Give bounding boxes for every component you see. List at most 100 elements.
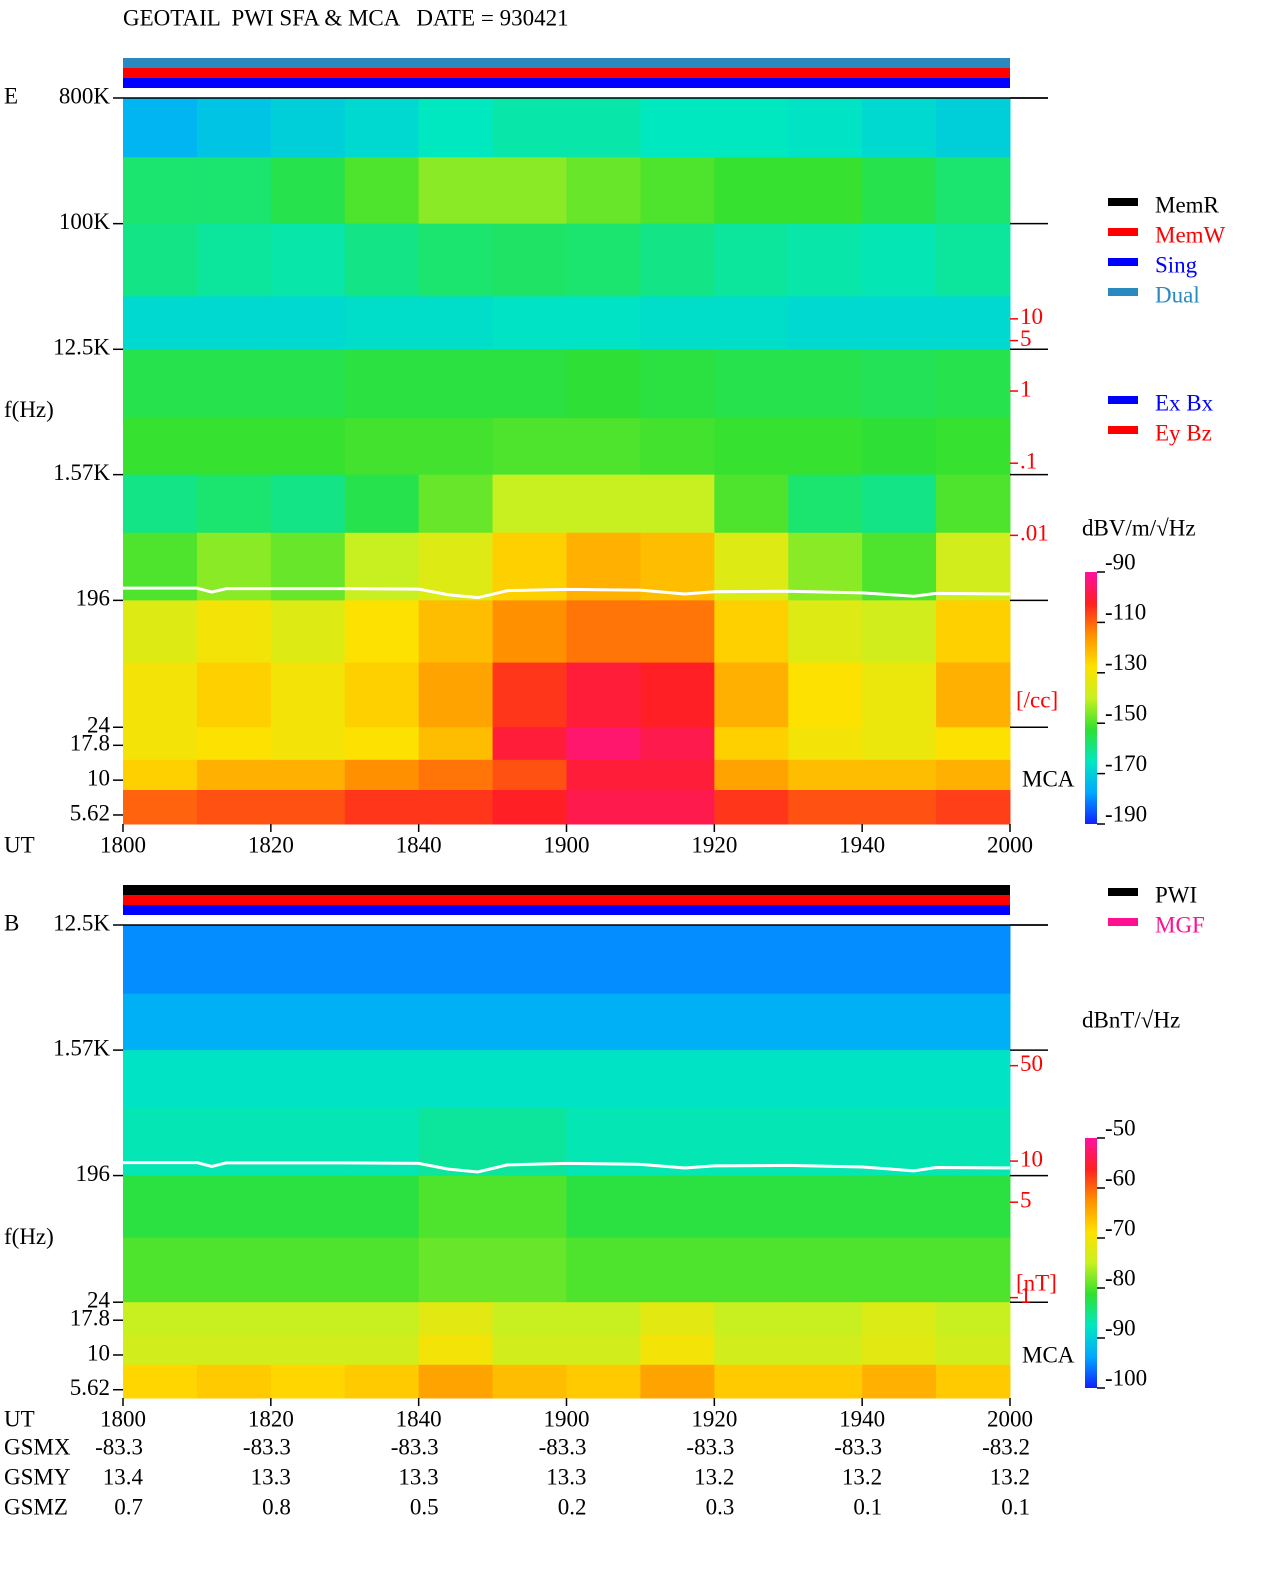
heatmap-cell <box>270 418 346 476</box>
heatmap-cell <box>123 223 198 297</box>
heatmap-cell <box>566 223 641 297</box>
heatmap-cell <box>344 727 420 761</box>
heatmap-cell <box>196 474 272 534</box>
heatmap-cell <box>270 1302 346 1336</box>
heatmap-cell <box>418 1364 494 1399</box>
heatmap-cell <box>788 1364 863 1399</box>
legend-label: MGF <box>1155 912 1205 937</box>
density-line <box>123 586 1011 600</box>
heatmap-cell <box>862 925 937 995</box>
heatmap-cell <box>862 223 937 297</box>
heatmap-cell <box>270 1050 346 1109</box>
legend-swatch <box>1108 426 1138 434</box>
x-tick-label: 1940 <box>839 1406 885 1431</box>
heatmap-cell <box>492 418 567 476</box>
heatmap-cell <box>418 98 494 158</box>
heatmap-cell <box>566 993 641 1051</box>
density-line <box>123 1161 1011 1174</box>
heatmap-cell <box>788 418 863 476</box>
heatmap-cell <box>862 1302 937 1336</box>
y-tick-label: 5.62 <box>70 800 110 825</box>
legend-label: MemR <box>1155 192 1220 217</box>
heatmap-cell <box>196 925 272 995</box>
heatmap-cell <box>270 474 346 534</box>
heatmap-cell <box>862 600 937 664</box>
heatmap-cell <box>714 157 789 225</box>
heatmap-cell <box>862 418 937 476</box>
ephemeris-value: 0.1 <box>1001 1494 1030 1519</box>
heatmap-cell <box>270 98 346 158</box>
heatmap-cell <box>270 1334 346 1366</box>
heatmap-cell <box>418 759 494 791</box>
heatmap-cell <box>714 1175 789 1239</box>
heatmap-cell <box>270 296 346 350</box>
y-tick-label: 12.5K <box>53 910 110 935</box>
colorbar-tick-label: -70 <box>1105 1215 1136 1240</box>
heatmap-cell <box>196 418 272 476</box>
heatmap-cell <box>344 474 420 534</box>
heatmap-cell <box>344 993 420 1051</box>
heatmap-cell <box>714 727 789 761</box>
heatmap-cell <box>344 1175 420 1239</box>
y2-tick-label: 10 <box>1020 304 1043 329</box>
heatmap-cell <box>123 474 198 534</box>
heatmap-cell <box>936 418 1011 476</box>
heatmap-cell <box>492 1302 567 1336</box>
ephemeris-value: -83.3 <box>243 1434 291 1459</box>
heatmap-cell <box>566 789 641 825</box>
colorbar-tick-label: -190 <box>1105 801 1147 826</box>
heatmap-cell <box>196 759 272 791</box>
heatmap-cell <box>566 1175 641 1239</box>
y2-tick-label: 1 <box>1020 376 1032 401</box>
heatmap-cell <box>640 1302 715 1336</box>
legend-swatch <box>1108 396 1138 404</box>
heatmap-cell <box>418 1175 494 1239</box>
heatmap-cell <box>640 727 715 761</box>
heatmap-cell <box>196 600 272 664</box>
heatmap-cell <box>123 98 198 158</box>
legend-swatch <box>1108 228 1138 236</box>
mode-bar <box>123 68 1010 78</box>
y-tick-label: 196 <box>76 586 111 611</box>
heatmap-cell <box>492 1175 567 1239</box>
y2-axis-label: [nT] <box>1016 1270 1057 1295</box>
heatmap-cell <box>566 727 641 761</box>
heatmap-cell <box>418 993 494 1051</box>
heatmap-cell <box>492 474 567 534</box>
heatmap-cell <box>936 296 1011 350</box>
heatmap-cell <box>862 1364 937 1399</box>
x-tick-label: 1940 <box>839 832 885 857</box>
heatmap-cell <box>566 157 641 225</box>
mode-bar <box>123 885 1010 895</box>
heatmap-cell <box>418 349 494 419</box>
heatmap-cell <box>344 759 420 791</box>
heatmap-cell <box>566 1364 641 1399</box>
heatmap-cell <box>566 1108 641 1177</box>
heatmap-cell <box>123 789 198 825</box>
ephemeris-value: -83.3 <box>391 1434 439 1459</box>
heatmap-cell <box>566 1302 641 1336</box>
heatmap-cell <box>862 1334 937 1366</box>
heatmap-cell <box>640 223 715 297</box>
legend-label: Dual <box>1155 282 1200 307</box>
heatmap-cell <box>196 1334 272 1366</box>
heatmap-cell <box>566 1050 641 1109</box>
colorbar-tick-label: -150 <box>1105 700 1147 725</box>
y-tick-label: 24 <box>87 1287 111 1312</box>
heatmap-cell <box>566 1237 641 1303</box>
heatmap-cell <box>788 600 863 664</box>
ephemeris-value: 0.8 <box>262 1494 291 1519</box>
legend-swatch <box>1108 918 1138 926</box>
heatmap-cell <box>123 1050 198 1109</box>
heatmap-cell <box>270 1175 346 1239</box>
y-tick-label: 10 <box>87 765 110 790</box>
mode-bar <box>123 895 1010 905</box>
heatmap-cell <box>418 223 494 297</box>
y-tick-label: 17.8 <box>70 731 110 756</box>
y-tick-label: 1.57K <box>53 460 110 485</box>
heatmap-cell <box>492 157 567 225</box>
legend-label: Sing <box>1155 252 1198 277</box>
heatmap-cell <box>492 349 567 419</box>
heatmap-cell <box>936 759 1011 791</box>
heatmap-cell <box>640 1334 715 1366</box>
